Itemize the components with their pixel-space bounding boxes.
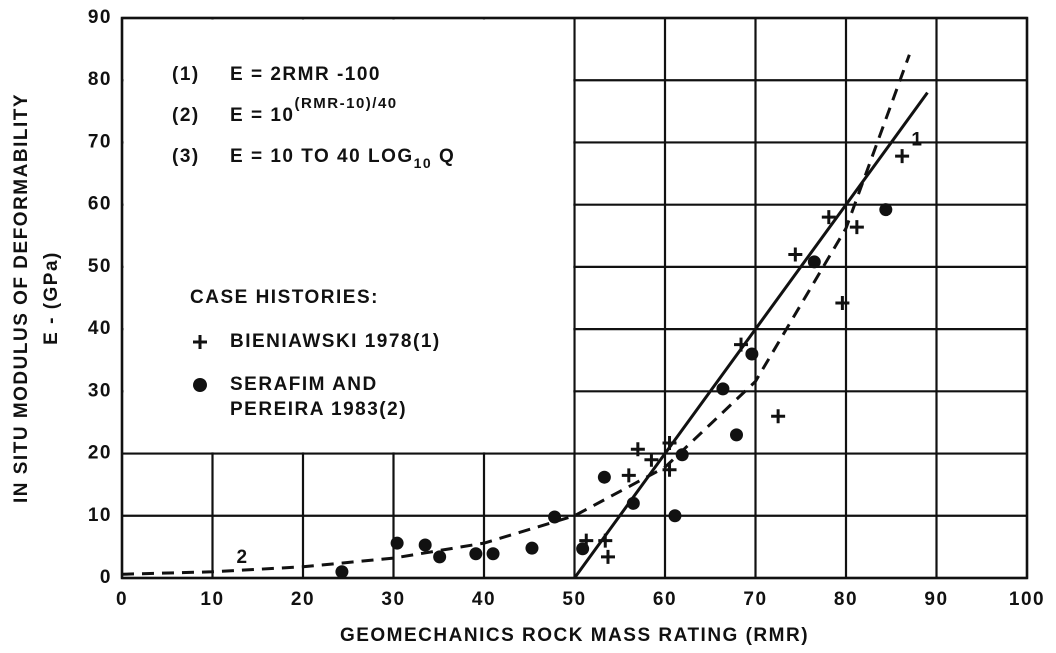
legend-label: SERAFIM AND xyxy=(230,374,378,395)
legend-title: CASE HISTORIES: xyxy=(190,287,379,308)
y-axis-label: E - (GPa) xyxy=(41,251,62,345)
legend-label: PEREIRA 1983(2) xyxy=(230,399,407,420)
point xyxy=(390,536,404,550)
y-tick-label: 20 xyxy=(88,443,112,464)
equation: E = 10(RMR-10)/40 xyxy=(230,95,398,126)
y-tick-label: 90 xyxy=(88,7,112,28)
point xyxy=(771,409,786,424)
equation-text: E = 10 TO 40 LOG xyxy=(230,146,414,167)
equation-superscript: (RMR-10)/40 xyxy=(294,95,397,112)
point xyxy=(675,448,689,462)
point xyxy=(729,428,743,442)
point xyxy=(835,295,850,310)
y-tick-label: 40 xyxy=(88,318,112,339)
x-tick-label: 10 xyxy=(200,589,224,610)
x-tick-label: 70 xyxy=(743,589,767,610)
point xyxy=(745,347,759,361)
x-tick-label: 60 xyxy=(653,589,677,610)
x-tick-label: 0 xyxy=(116,589,128,610)
point xyxy=(469,547,483,561)
y-tick-label: 50 xyxy=(88,256,112,277)
equation-tail: Q xyxy=(432,146,455,167)
point xyxy=(621,468,636,483)
y-tick-label: 30 xyxy=(88,380,112,401)
curve xyxy=(121,54,911,576)
equation-text: E = 10 xyxy=(230,105,294,126)
x-tick-label: 80 xyxy=(834,589,858,610)
x-tick-label: 90 xyxy=(924,589,948,610)
x-axis-label: GEOMECHANICS ROCK MASS RATING (RMR) xyxy=(340,625,809,646)
point xyxy=(626,496,640,510)
point xyxy=(418,538,432,552)
point xyxy=(895,149,910,164)
point xyxy=(644,452,659,467)
point xyxy=(486,547,500,561)
point xyxy=(849,220,864,235)
point xyxy=(576,542,590,556)
legend-symbol xyxy=(193,378,207,392)
y-tick-label: 0 xyxy=(100,567,112,588)
y-tick-label: 80 xyxy=(88,69,112,90)
point xyxy=(788,247,803,262)
equation-subscript: 10 xyxy=(414,155,433,171)
point xyxy=(734,337,749,352)
point xyxy=(716,382,730,396)
legend-label: BIENIAWSKI 1978(1) xyxy=(230,331,441,352)
equation: E = 2RMR -100 xyxy=(230,64,381,85)
point xyxy=(879,203,893,217)
point xyxy=(821,210,836,225)
x-tick-label: 20 xyxy=(291,589,315,610)
point xyxy=(662,435,677,450)
curve-label: 1 xyxy=(911,130,923,151)
point xyxy=(433,550,447,564)
point xyxy=(597,470,611,484)
equation-number: (2) xyxy=(172,105,200,126)
equation-number: (1) xyxy=(172,64,200,85)
point xyxy=(807,255,821,269)
x-tick-label: 50 xyxy=(562,589,586,610)
y-axis-label: IN SITU MODULUS OF DEFORMABILITY xyxy=(11,93,32,503)
x-tick-label: 100 xyxy=(1009,589,1045,610)
point xyxy=(335,565,349,579)
point xyxy=(600,549,615,564)
point xyxy=(630,442,645,457)
y-tick-label: 10 xyxy=(88,505,112,526)
legend-symbol xyxy=(193,335,207,349)
y-tick-label: 60 xyxy=(88,194,112,215)
x-tick-label: 30 xyxy=(381,589,405,610)
equation-text: E = 2RMR -100 xyxy=(230,64,381,85)
point xyxy=(668,509,682,523)
y-tick-label: 70 xyxy=(88,131,112,152)
equation-number: (3) xyxy=(172,146,200,167)
equation: E = 10 TO 40 LOG10 Q xyxy=(230,146,455,171)
point xyxy=(548,510,562,524)
point xyxy=(525,541,539,555)
x-tick-label: 40 xyxy=(472,589,496,610)
point xyxy=(662,462,677,477)
point xyxy=(598,533,613,548)
curve-label: 2 xyxy=(236,547,248,568)
